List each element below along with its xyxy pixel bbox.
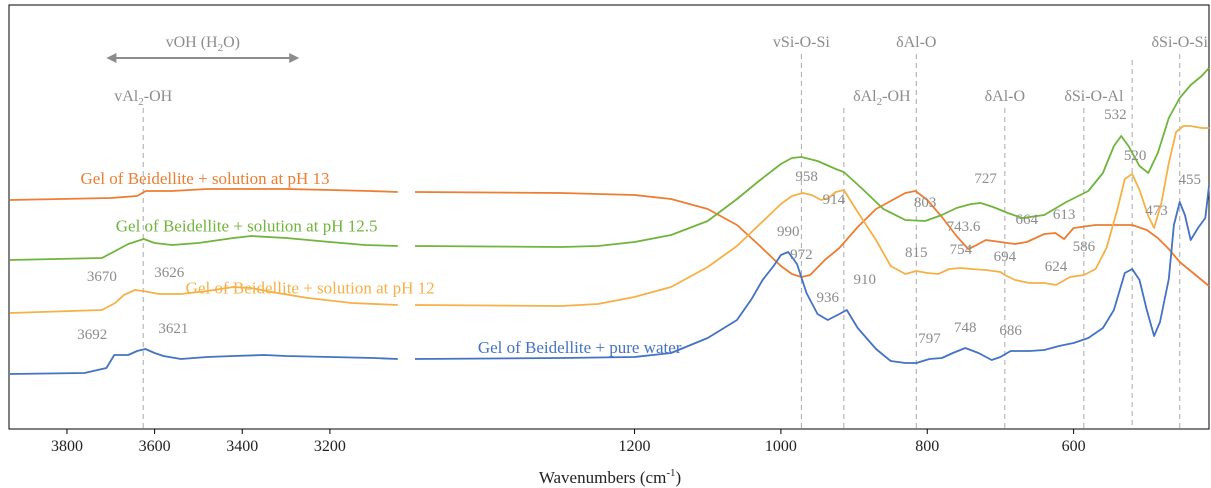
peak-label-13: 754 <box>950 242 973 258</box>
series-label-2: Gel of Beidellite + solution at pH 12 <box>186 278 435 297</box>
x-tick-label-0-2: 3400 <box>226 438 258 455</box>
peak-label-12: 815 <box>905 245 928 261</box>
peak-label-9: 914 <box>823 192 846 208</box>
series-layer <box>9 67 1210 375</box>
peak-label-22: 797 <box>918 331 941 347</box>
x-tick-label-1-0: 1200 <box>619 438 651 455</box>
assignment-label-0: vAl2-OH <box>114 88 172 108</box>
peak-label-19: 990 <box>777 224 800 240</box>
peak-label-1: 743.6 <box>947 219 981 235</box>
peak-label-24: 686 <box>999 323 1022 339</box>
peak-label-5: 473 <box>1145 203 1168 219</box>
axis-break-gap <box>401 6 414 428</box>
peak-label-4: 532 <box>1104 107 1127 123</box>
peak-label-2: 664 <box>1016 212 1039 228</box>
assignment-label-5: δSi-O-Al <box>1064 88 1124 105</box>
peak-label-6: 803 <box>914 195 937 211</box>
peak-label-23: 748 <box>954 320 977 336</box>
assignment-label-6: δSi-O-Si <box>1152 34 1209 51</box>
peak-label-7: 727 <box>974 171 997 187</box>
x-tick-label-1-2: 800 <box>915 438 939 455</box>
peak-label-14: 694 <box>994 249 1017 265</box>
assignment-label-2: δAl2-OH <box>853 88 911 108</box>
series-line-3-segment-0 <box>9 348 398 375</box>
peak-label-11: 455 <box>1178 172 1201 188</box>
series-line-2-segment-0 <box>9 286 398 314</box>
series-line-1-segment-0 <box>9 235 398 261</box>
peak-label-17: 3670 <box>87 269 117 285</box>
x-tick-label-1-3: 600 <box>1062 438 1086 455</box>
series-label-3: Gel of Beidellite + pure water <box>478 338 682 357</box>
plot-frame <box>8 4 1210 430</box>
peak-label-18: 3626 <box>154 265 185 281</box>
peak-label-layer: Gel of Beidellite + solution at pH 13 Gel… <box>77 34 1208 357</box>
peak-label-10: 520 <box>1124 148 1147 164</box>
peak-label-8: 958 <box>795 169 818 185</box>
peak-label-15: 624 <box>1045 259 1068 275</box>
series-line-2-segment-1 <box>414 125 1209 307</box>
peak-label-3: 613 <box>1053 207 1076 223</box>
peak-label-16: 586 <box>1073 239 1096 255</box>
peak-label-26: 3621 <box>158 321 188 337</box>
series-line-1-segment-1 <box>414 67 1210 248</box>
x-tick-label-0-3: 3200 <box>314 438 346 455</box>
range-annotation-label: vOH (H2O) <box>166 34 240 54</box>
peak-label-25: 3692 <box>77 327 107 343</box>
x-axis: 3800 3600 3400 3200 1200 1000 800 600 <box>51 429 1086 455</box>
series-label-0: Gel of Beidellite + solution at pH 13 <box>81 169 330 188</box>
range-arrow-head-left <box>106 53 117 63</box>
series-line-3-segment-1 <box>414 185 1210 364</box>
range-arrow-head-right <box>289 53 300 63</box>
series-line-0-segment-1 <box>414 190 1210 287</box>
peak-label-21: 910 <box>854 272 877 288</box>
x-tick-label-0-0: 3800 <box>51 438 83 455</box>
x-tick-label-0-1: 3600 <box>139 438 171 455</box>
assignment-label-1: vSi-O-Si <box>773 34 830 51</box>
peak-label-0: 972 <box>790 247 813 263</box>
peak-label-20: 936 <box>816 290 839 306</box>
series-label-1: Gel of Beidellite + solution at pH 12.5 <box>116 217 378 236</box>
series-line-0-segment-0 <box>9 188 398 201</box>
assignment-label-4: δAl-O <box>985 88 1025 105</box>
x-tick-label-1-1: 1000 <box>765 438 797 455</box>
assignment-layer <box>142 6 1181 429</box>
assignment-label-3: δAl-O <box>896 34 936 51</box>
x-axis-title: Wavenumbers (cm-1) <box>539 467 681 487</box>
